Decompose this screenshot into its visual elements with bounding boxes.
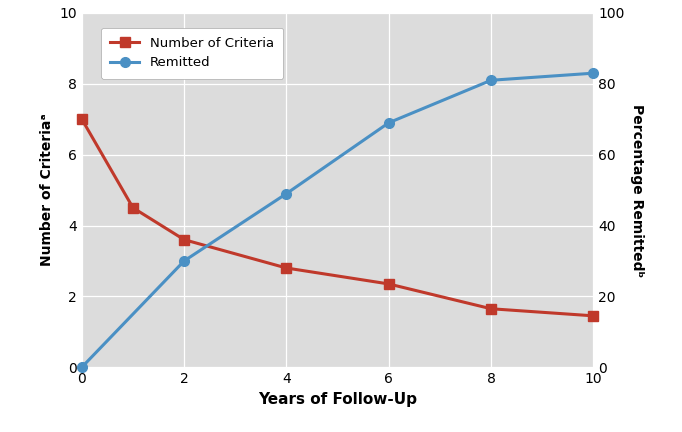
Legend: Number of Criteria, Remitted: Number of Criteria, Remitted xyxy=(101,28,283,79)
X-axis label: Years of Follow-Up: Years of Follow-Up xyxy=(258,392,417,407)
Y-axis label: Number of Criteriaᵃ: Number of Criteriaᵃ xyxy=(40,114,54,267)
Y-axis label: Percentage Remittedᵇ: Percentage Remittedᵇ xyxy=(630,104,644,276)
